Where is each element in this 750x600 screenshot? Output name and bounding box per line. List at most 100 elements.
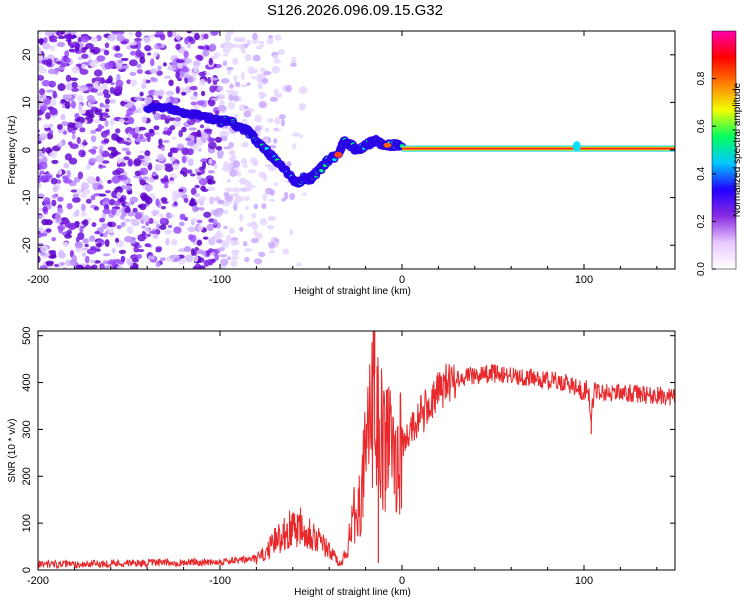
noise-blob	[207, 141, 217, 150]
snr-xtick-label: 100	[575, 575, 593, 587]
noise-blob	[133, 158, 142, 167]
noise-blob	[99, 193, 107, 197]
noise-blob	[38, 140, 42, 145]
noise-blob	[90, 49, 96, 53]
noise-blob	[50, 31, 57, 34]
noise-blob	[207, 76, 212, 84]
noise-blob	[42, 37, 48, 44]
noise-blob	[81, 188, 91, 195]
noise-blob	[64, 34, 74, 40]
noise-blob	[198, 196, 207, 202]
noise-blob	[162, 62, 167, 67]
noise-blob	[77, 103, 83, 111]
noise-blob	[116, 265, 124, 269]
noise-blob	[199, 166, 205, 171]
noise-blob	[69, 44, 75, 49]
noise-blob	[38, 31, 42, 34]
noise-blob	[70, 48, 79, 53]
noise-blob	[240, 157, 248, 166]
noise-blob	[112, 169, 121, 176]
noise-blob	[258, 100, 267, 109]
noise-blob	[56, 41, 66, 48]
noise-blob	[250, 238, 259, 244]
noise-blob	[104, 108, 110, 113]
noise-blob	[244, 247, 253, 252]
noise-blob	[157, 43, 162, 47]
noise-blob	[266, 37, 274, 45]
noise-blob	[231, 90, 239, 98]
noise-blob	[209, 85, 216, 93]
noise-blob	[266, 224, 275, 230]
noise-blob	[217, 85, 224, 92]
noise-blob	[94, 230, 101, 235]
noise-blob	[268, 35, 274, 39]
noise-blob	[171, 147, 179, 154]
noise-blob	[254, 125, 261, 132]
noise-blob	[116, 191, 122, 199]
noise-blob	[81, 63, 87, 69]
noise-blob	[129, 71, 137, 76]
noise-blob	[208, 66, 215, 70]
noise-blob	[153, 112, 161, 121]
noise-blob	[66, 202, 73, 210]
noise-blob	[134, 37, 142, 42]
noise-blob	[62, 266, 68, 269]
noise-blob	[224, 33, 232, 42]
noise-blob	[103, 114, 111, 118]
noise-blob	[197, 207, 205, 211]
noise-blob	[68, 223, 77, 230]
noise-blob	[89, 60, 98, 69]
noise-blob	[169, 124, 176, 131]
noise-blob	[57, 207, 64, 214]
noise-blob	[167, 224, 173, 229]
noise-blob	[175, 85, 180, 94]
noise-blob	[101, 160, 110, 164]
noise-blob	[283, 191, 289, 200]
noise-blob	[54, 213, 61, 221]
noise-blob	[215, 145, 223, 151]
noise-blob	[207, 99, 215, 104]
snr-xlabel: Height of straight line (km)	[294, 587, 411, 598]
noise-blob	[271, 65, 280, 74]
noise-blob	[252, 32, 258, 41]
noise-blob	[244, 256, 250, 263]
noise-blob	[232, 57, 239, 66]
noise-blob	[45, 112, 51, 120]
noise-blob	[193, 65, 199, 73]
noise-blob	[169, 180, 175, 185]
noise-blob	[92, 146, 98, 150]
noise-blob	[103, 232, 108, 238]
noise-blob	[132, 258, 140, 263]
noise-blob	[78, 149, 86, 158]
noise-blob	[206, 223, 215, 231]
noise-blob	[209, 137, 216, 142]
noise-blob	[251, 213, 257, 219]
noise-blob	[179, 213, 186, 221]
noise-blob	[173, 163, 179, 171]
noise-blob	[156, 223, 161, 230]
noise-blob	[71, 87, 79, 92]
noise-blob	[148, 230, 158, 235]
noise-blob	[103, 49, 110, 56]
noise-blob	[136, 254, 143, 259]
noise-blob	[198, 71, 207, 77]
noise-blob	[192, 205, 199, 213]
noise-blob	[94, 110, 102, 115]
noise-blob	[220, 130, 228, 136]
noise-blob	[289, 192, 296, 201]
noise-blob	[107, 179, 112, 184]
noise-blob	[41, 79, 51, 87]
noise-blob	[104, 120, 109, 127]
noise-blob	[83, 46, 89, 50]
noise-blob	[146, 134, 151, 143]
noise-blob	[199, 78, 206, 86]
noise-blob	[62, 241, 69, 248]
noise-blob	[57, 83, 66, 92]
noise-blob	[129, 50, 137, 56]
noise-blob	[46, 58, 53, 66]
noise-blob	[90, 129, 97, 134]
noise-blob	[269, 144, 277, 149]
noise-blob	[160, 146, 165, 152]
noise-blob	[92, 119, 101, 124]
noise-blob	[53, 67, 59, 75]
